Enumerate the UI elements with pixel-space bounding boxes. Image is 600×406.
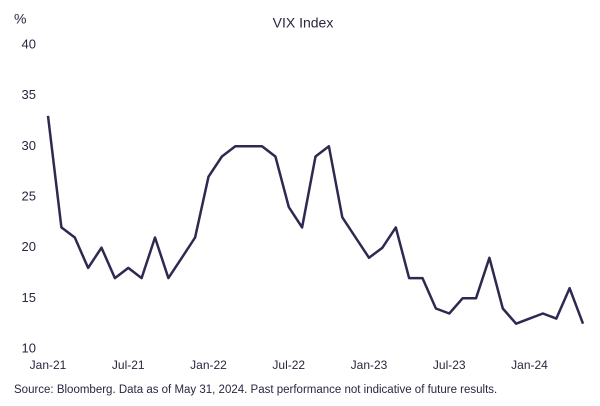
y-tick-label: 15 bbox=[22, 290, 36, 305]
y-axis-label: % bbox=[14, 11, 26, 27]
x-tick-label: Jan-22 bbox=[190, 358, 227, 372]
y-tick-label: 30 bbox=[22, 138, 36, 153]
source-note: Source: Bloomberg. Data as of May 31, 20… bbox=[14, 384, 497, 396]
x-tick-label: Jan-23 bbox=[351, 358, 388, 372]
y-tick-label: 35 bbox=[22, 87, 36, 102]
x-tick-label: Jan-24 bbox=[511, 358, 548, 372]
line-series bbox=[46, 115, 585, 325]
x-tick-label: Jul-22 bbox=[272, 358, 305, 372]
y-tick-label: 25 bbox=[22, 188, 36, 203]
y-tick-label: 40 bbox=[22, 36, 36, 51]
x-tick-label: Jan-21 bbox=[30, 358, 67, 372]
y-tick-label: 10 bbox=[22, 340, 36, 355]
chart-title: VIX Index bbox=[273, 15, 334, 31]
y-tick-label: 20 bbox=[22, 239, 36, 254]
x-tick-label: Jul-23 bbox=[433, 358, 466, 372]
x-tick-label: Jul-21 bbox=[112, 358, 145, 372]
